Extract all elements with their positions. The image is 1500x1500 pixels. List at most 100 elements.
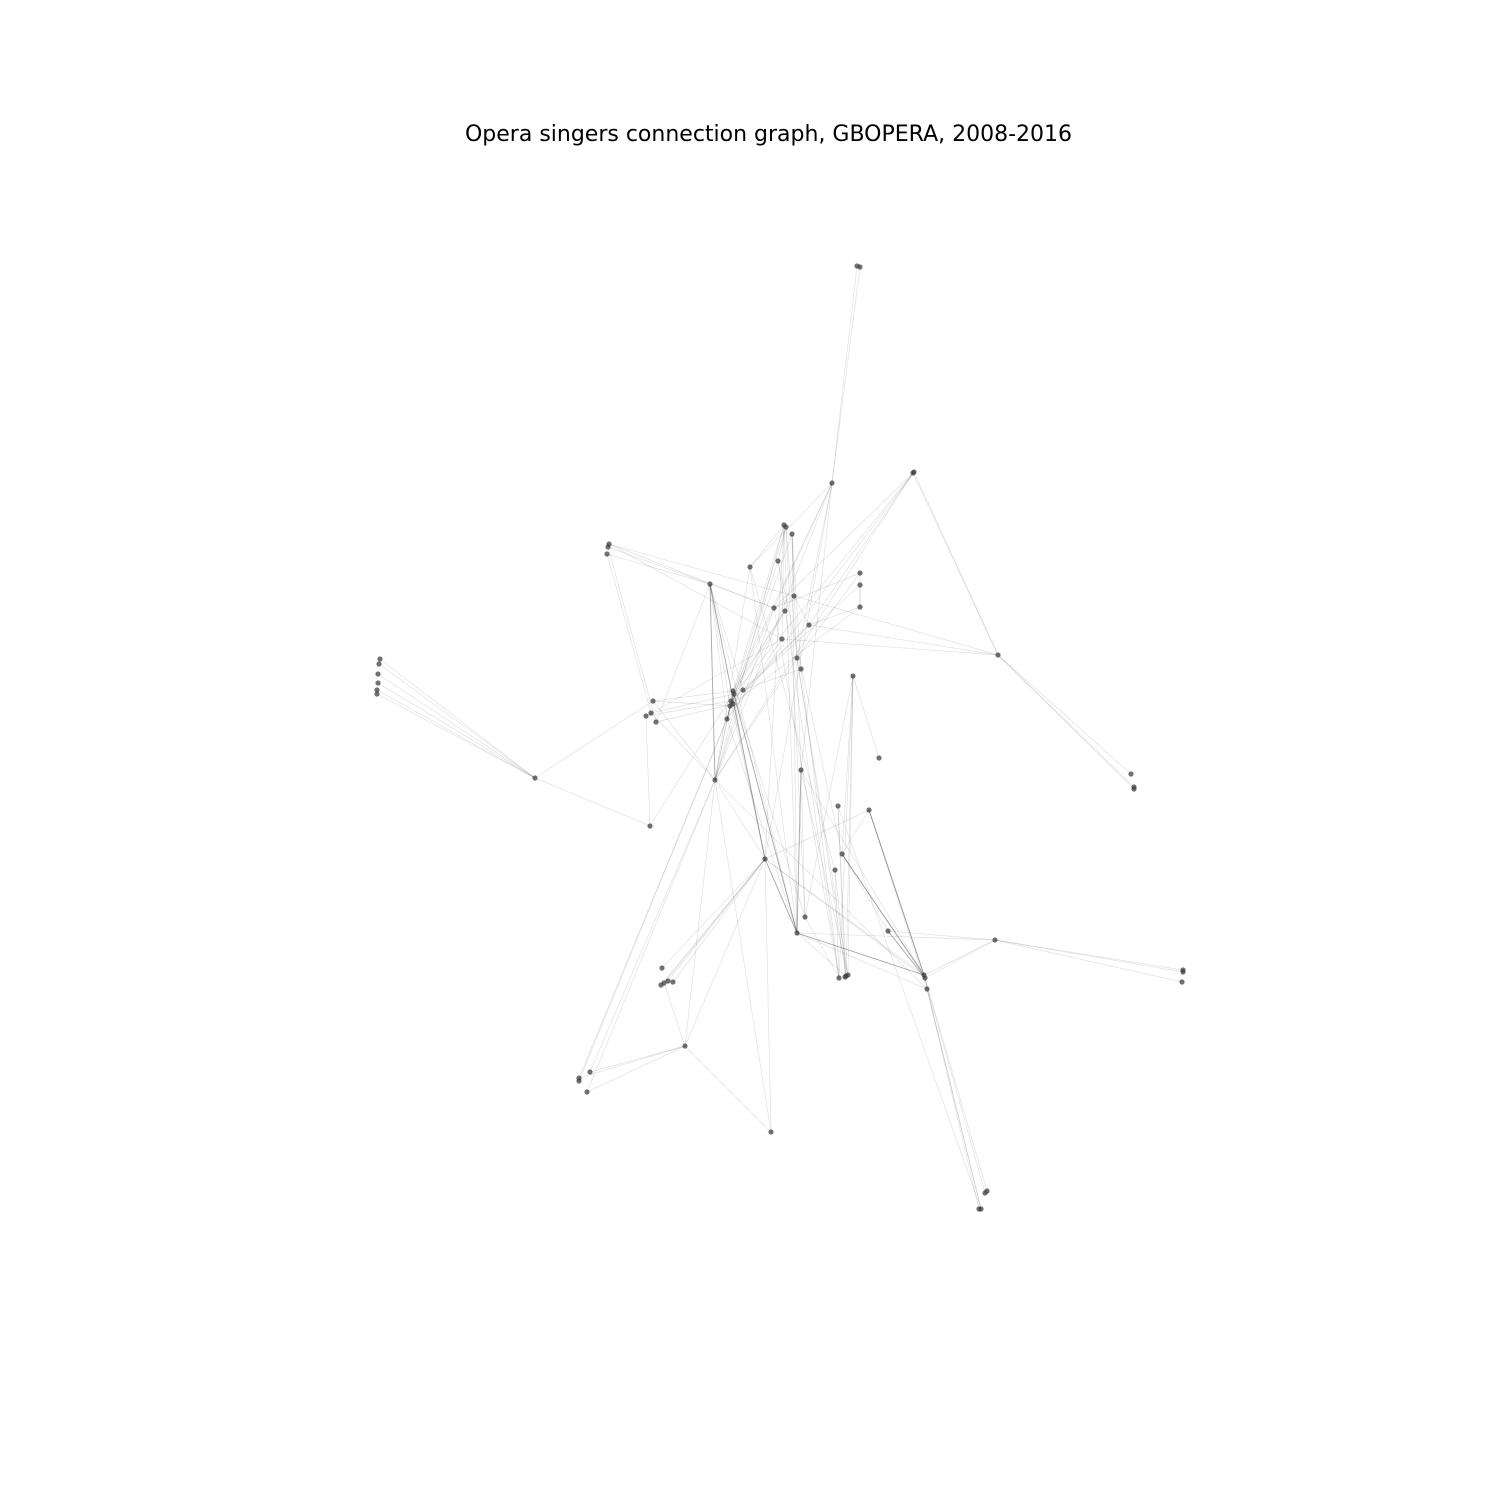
graph-edge (714, 566, 751, 781)
graph-edge (730, 584, 861, 702)
graph-edge (764, 524, 785, 860)
graph-node (374, 691, 380, 697)
graph-edge (376, 693, 536, 779)
graph-edge (733, 693, 806, 918)
graph-edge (808, 472, 914, 626)
graph-node (798, 767, 804, 773)
graph-node (377, 656, 383, 662)
graph-node (876, 755, 882, 761)
graph-edge (714, 779, 772, 1133)
graph-node (650, 698, 656, 704)
graph-edge (796, 932, 847, 977)
graph-node (587, 1069, 593, 1075)
graph-edge (730, 526, 787, 702)
graph-node (798, 666, 804, 672)
graph-edge (773, 472, 914, 609)
graph-edge (709, 583, 731, 707)
graph-node (791, 593, 797, 599)
graph-edge (808, 606, 861, 626)
graph-edge (709, 583, 744, 691)
graph-edge (800, 769, 806, 918)
graph-edge (841, 809, 870, 855)
graph-edge (714, 779, 766, 860)
graph-edge (997, 654, 1135, 790)
graph-edge (923, 974, 982, 1210)
graph-edge (796, 932, 928, 990)
graph-edge (586, 1045, 686, 1093)
graph-node (532, 775, 538, 781)
graph-edge (796, 657, 849, 976)
graph-node (376, 661, 382, 667)
graph-edge (655, 703, 734, 723)
graph-node (802, 914, 808, 920)
graph-node (829, 480, 835, 486)
graph-edge (607, 546, 711, 585)
graph-edge (796, 657, 847, 977)
graph-edge (924, 939, 996, 979)
graph-edge (652, 700, 716, 781)
graph-node (857, 604, 863, 610)
graph-edge (764, 482, 833, 860)
graph-node (866, 807, 872, 813)
graph-edge (726, 471, 915, 720)
graph-edge (834, 869, 847, 977)
graph-edge (764, 858, 926, 979)
graph-edge (994, 939, 1184, 973)
graph-edge (800, 668, 840, 979)
graph-node (670, 979, 676, 985)
graph-edge (608, 543, 783, 640)
graph-edge (837, 805, 846, 978)
graph-edge (714, 472, 914, 781)
graph-node (978, 1206, 984, 1212)
graph-node (857, 582, 863, 588)
graph-edge (764, 858, 925, 976)
graph-edge (652, 690, 734, 702)
graph-edge (714, 607, 775, 781)
graph-edge (714, 482, 833, 781)
graph-node (747, 564, 753, 570)
graph-node (885, 928, 891, 934)
graph-edge (913, 471, 999, 656)
graph-edge (534, 777, 651, 827)
graph-edge (923, 974, 986, 1194)
graph-edge (841, 853, 925, 976)
graph-edge (378, 663, 536, 779)
graph-edge (709, 583, 775, 609)
graph-edge (804, 675, 854, 918)
graph-edge (868, 809, 928, 990)
graph-edge (924, 977, 988, 1192)
graph-edge (834, 869, 840, 979)
graph-edge (868, 809, 926, 979)
graph-edge (793, 595, 999, 656)
graph-edge (800, 769, 849, 976)
graph-edge (994, 939, 1183, 983)
graph-edge (709, 583, 728, 720)
graph-edge (926, 988, 980, 1210)
graph-edge (749, 566, 836, 871)
graph-edge (831, 265, 858, 484)
graph-edge (578, 718, 728, 1079)
graph-edge (655, 583, 711, 723)
graph-node (783, 524, 789, 530)
graph-node (836, 975, 842, 981)
graph-node (659, 965, 665, 971)
graph-node (707, 581, 713, 587)
graph-edge (764, 858, 798, 934)
graph-node (850, 673, 856, 679)
graph-edge (837, 805, 982, 1210)
graph-edge (534, 700, 654, 779)
graph-edge (726, 718, 798, 934)
graph-node (762, 856, 768, 862)
graph-node (1131, 786, 1137, 792)
graph-edge (645, 638, 783, 717)
graph-edge (709, 583, 716, 781)
graph-node (995, 652, 1001, 658)
graph-edge (730, 700, 766, 860)
graph-node (794, 655, 800, 661)
graph-edge (923, 939, 996, 976)
graph-edge (845, 675, 854, 977)
graph-edge (714, 700, 732, 781)
graph-edge (781, 638, 999, 656)
graph-node (1180, 969, 1186, 975)
graph-edge (714, 657, 798, 781)
